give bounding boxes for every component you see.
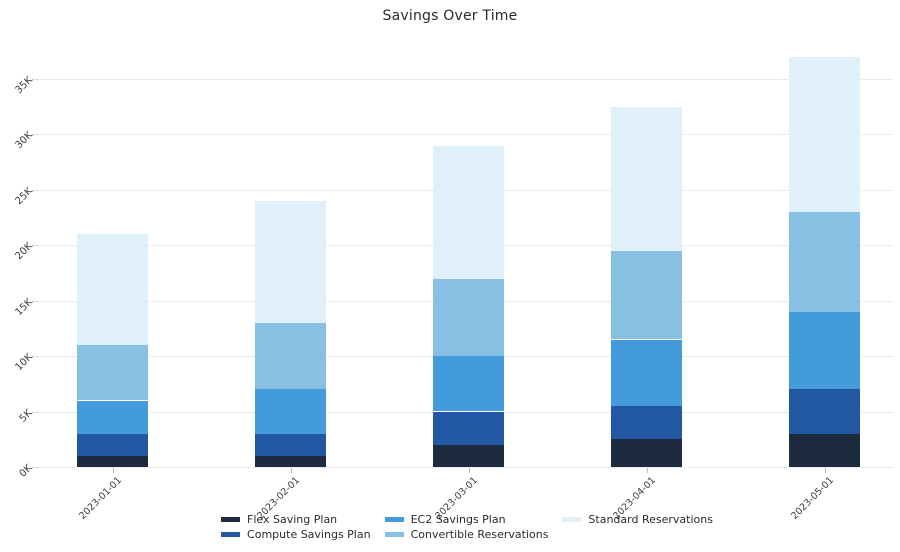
x-axis-tick-2023-01-01 <box>112 468 114 473</box>
y-axis-tick-0K <box>32 467 37 468</box>
bar-segment-2023-04-01-ec2-savings-plan[interactable] <box>611 339 682 406</box>
bar-segment-2023-01-01-convertible-reservations[interactable] <box>77 345 148 401</box>
legend-item-convertible-reservations[interactable]: Convertible Reservations <box>384 528 549 541</box>
gridline-30K <box>37 134 893 136</box>
chart-legend: Flex Saving Plan Compute Savings Plan EC2 … <box>221 513 713 541</box>
bar-segment-2023-04-01-standard-reservations[interactable] <box>611 106 682 251</box>
bar-segment-2023-05-01-ec2-savings-plan[interactable] <box>789 311 860 390</box>
legend-label-standard-reservations: Standard Reservations <box>588 513 713 526</box>
x-axis-tick-2023-05-01 <box>824 468 826 473</box>
gridline-0K <box>37 467 893 468</box>
legend-label-compute-savings-plan: Compute Savings Plan <box>247 528 371 541</box>
bar-segment-2023-04-01-compute-savings-plan[interactable] <box>611 406 682 440</box>
bar-segment-2023-01-01-compute-savings-plan[interactable] <box>77 433 148 456</box>
y-axis-tick-25K <box>32 189 37 191</box>
x-tick-label-2023-01-01: 2023-01-01 <box>77 475 125 522</box>
x-tick-label-2023-05-01: 2023-05-01 <box>789 475 837 522</box>
bar-segment-2023-02-01-flex-saving-plan[interactable] <box>255 455 326 467</box>
legend-swatch-flex-saving-plan <box>221 517 241 522</box>
bar-segment-2023-01-01-standard-reservations[interactable] <box>77 234 148 346</box>
legend-swatch-standard-reservations <box>562 517 582 522</box>
legend-item-flex-saving-plan[interactable]: Flex Saving Plan <box>221 513 371 526</box>
legend-label-convertible-reservations: Convertible Reservations <box>410 528 549 541</box>
bar-segment-2023-03-01-convertible-reservations[interactable] <box>433 278 504 357</box>
bar-segment-2023-02-01-compute-savings-plan[interactable] <box>255 433 326 456</box>
bar-segment-2023-03-01-flex-saving-plan[interactable] <box>433 444 504 467</box>
legend-swatch-convertible-reservations <box>384 532 404 537</box>
legend-item-standard-reservations[interactable]: Standard Reservations <box>562 513 713 526</box>
bar-segment-2023-03-01-standard-reservations[interactable] <box>433 145 504 279</box>
x-axis-tick-2023-02-01 <box>290 468 292 473</box>
y-axis-tick-35K <box>32 79 37 80</box>
x-axis-tick-2023-04-01 <box>646 468 648 473</box>
bar-segment-2023-05-01-convertible-reservations[interactable] <box>789 212 860 312</box>
y-axis-tick-5K <box>32 411 37 413</box>
bar-segment-2023-05-01-flex-saving-plan[interactable] <box>789 433 860 467</box>
y-axis-tick-10K <box>32 356 37 358</box>
bar-segment-2023-04-01-convertible-reservations[interactable] <box>611 250 682 340</box>
legend-column: Flex Saving Plan Compute Savings Plan <box>221 513 371 541</box>
y-tick-label-0K: 0K <box>17 462 35 480</box>
bar-segment-2023-05-01-compute-savings-plan[interactable] <box>789 389 860 434</box>
legend-item-compute-savings-plan[interactable]: Compute Savings Plan <box>221 528 371 541</box>
legend-column: EC2 Savings Plan Convertible Reservations <box>384 513 549 541</box>
bar-segment-2023-04-01-flex-saving-plan[interactable] <box>611 439 682 467</box>
bar-segment-2023-01-01-ec2-savings-plan[interactable] <box>77 400 148 434</box>
bar-segment-2023-05-01-standard-reservations[interactable] <box>789 56 860 212</box>
legend-swatch-compute-savings-plan <box>221 532 241 537</box>
legend-item-ec2-savings-plan[interactable]: EC2 Savings Plan <box>384 513 549 526</box>
legend-label-flex-saving-plan: Flex Saving Plan <box>247 513 338 526</box>
gridline-35K <box>37 79 893 80</box>
bar-segment-2023-02-01-standard-reservations[interactable] <box>255 200 326 323</box>
bar-segment-2023-03-01-compute-savings-plan[interactable] <box>433 411 504 445</box>
bar-segment-2023-02-01-ec2-savings-plan[interactable] <box>255 389 326 434</box>
legend-swatch-ec2-savings-plan <box>384 517 404 522</box>
y-axis-tick-20K <box>32 245 37 247</box>
legend-label-ec2-savings-plan: EC2 Savings Plan <box>410 513 506 526</box>
y-axis-tick-30K <box>32 134 37 136</box>
bar-segment-2023-02-01-convertible-reservations[interactable] <box>255 322 326 390</box>
y-axis-tick-15K <box>32 300 37 302</box>
legend-column: Standard Reservations <box>562 513 713 526</box>
chart-title: Savings Over Time <box>382 8 518 24</box>
bar-segment-2023-01-01-flex-saving-plan[interactable] <box>77 455 148 467</box>
x-axis-tick-2023-03-01 <box>468 468 470 473</box>
bar-segment-2023-03-01-ec2-savings-plan[interactable] <box>433 356 504 412</box>
y-tick-label-5K: 5K <box>17 407 35 425</box>
